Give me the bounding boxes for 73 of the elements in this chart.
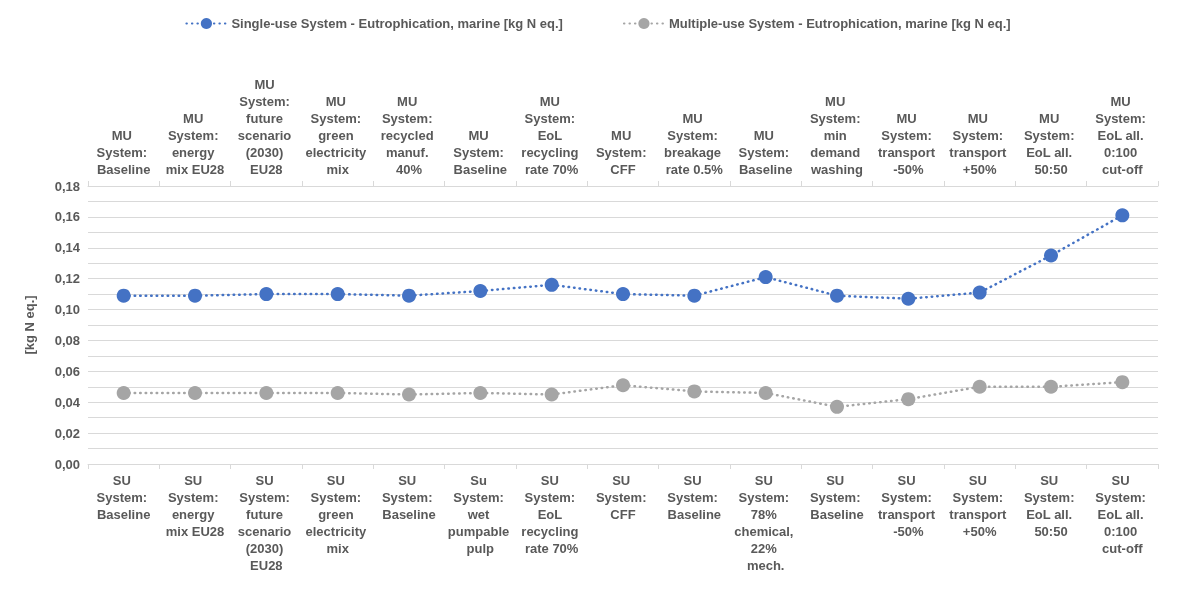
text: MU System: green electricity mix [305, 94, 370, 177]
x-tick-label: Su System: wet pumpable pulp [447, 473, 513, 556]
point [259, 287, 274, 302]
text: MU System: future scenario (2030) EU28 [237, 77, 295, 177]
text: MU System: CFF [595, 128, 651, 177]
y-tick-label: 0,18 [54, 178, 80, 194]
text: MU System: Baseline [96, 128, 151, 177]
x-tick-label: SU System: EoL all. 50:50 [1023, 473, 1079, 539]
x-tick-label: SU System: Baseline [96, 473, 151, 522]
x-tick-label: SU System: EoL all. 0:100 cut-off [1095, 473, 1150, 556]
point [1044, 379, 1058, 394]
x-tick-label: SU System: Baseline [667, 473, 722, 522]
x-tick-label: SU System: 78% chemical, 22% mech. [734, 473, 798, 573]
text: MU System: transport -50% [878, 111, 939, 177]
x-tick-label: SU System: future scenario (2030) EU28 [237, 473, 295, 573]
point [544, 277, 559, 292]
x-tick-label: SU System: Baseline [381, 473, 437, 522]
text: MU System: EoL recycling rate 70% [521, 94, 583, 177]
x-tick-label: SU System: Baseline [809, 473, 865, 522]
point [544, 387, 559, 402]
text: MU System: breakage rate 0.5% [663, 111, 725, 177]
x-tick-label: SU System: green electricity mix [305, 473, 370, 556]
point [116, 288, 131, 303]
point [473, 385, 488, 400]
y-tick-label: 0,02 [54, 425, 80, 441]
point [188, 385, 202, 400]
text: MU System: EoL all. 0:100 cut-off [1095, 94, 1150, 177]
text: MU System: Baseline [738, 128, 793, 177]
x-tick-label: SU System: transport -50% [878, 473, 939, 539]
point [473, 284, 488, 299]
point [972, 379, 987, 394]
point [402, 387, 416, 402]
y-axis-title: [kg N eq.] [22, 295, 37, 355]
y-tick-label: 0,04 [54, 394, 81, 410]
x-tick-label: SU System: energy mix EU28 [165, 473, 225, 539]
point [616, 378, 630, 393]
text: MU System: recycled manuf. 40% [380, 94, 438, 177]
y-tick-label: 0,10 [54, 302, 80, 318]
x-tick-label: SU System: transport +50% [949, 473, 1010, 539]
point [116, 385, 131, 400]
y-tick-label: 0,00 [54, 456, 80, 472]
legend-label: Single-use System - Eutrophication, marine [kg N eq.] [231, 16, 563, 31]
text: MU System: energy mix EU28 [165, 111, 225, 177]
text: MU System: Baseline [453, 128, 508, 177]
text: MU System: EoL all. 50:50 [1023, 111, 1079, 177]
point [830, 288, 844, 303]
text: MU System: min demand washing [809, 94, 865, 177]
text: MU System: transport +50% [949, 111, 1010, 177]
point [1115, 375, 1130, 390]
point [972, 285, 987, 300]
point [758, 385, 773, 400]
y-tick-label: 0,06 [54, 363, 80, 379]
point [687, 384, 702, 399]
point [402, 288, 416, 303]
point [259, 385, 274, 400]
point [330, 385, 345, 400]
point [330, 287, 345, 302]
x-tick-label: SU System: EoL recycling rate 70% [521, 473, 583, 556]
x-tick-label: SU System: CFF [595, 473, 651, 522]
point [616, 287, 630, 302]
point [901, 392, 916, 407]
y-tick-label: 0,12 [54, 271, 80, 287]
point [758, 270, 773, 285]
point [1115, 208, 1130, 223]
point [830, 399, 844, 414]
y-tick-label: 0,14 [54, 240, 81, 256]
point [188, 288, 202, 303]
y-tick-label: 0,16 [54, 209, 80, 225]
point [1044, 248, 1058, 263]
point [687, 288, 702, 303]
legend-label: Multiple-use System - Eutrophication, marine [kg N eq.] [668, 16, 1011, 31]
y-tick-label: 0,08 [54, 332, 80, 348]
point [901, 291, 916, 306]
